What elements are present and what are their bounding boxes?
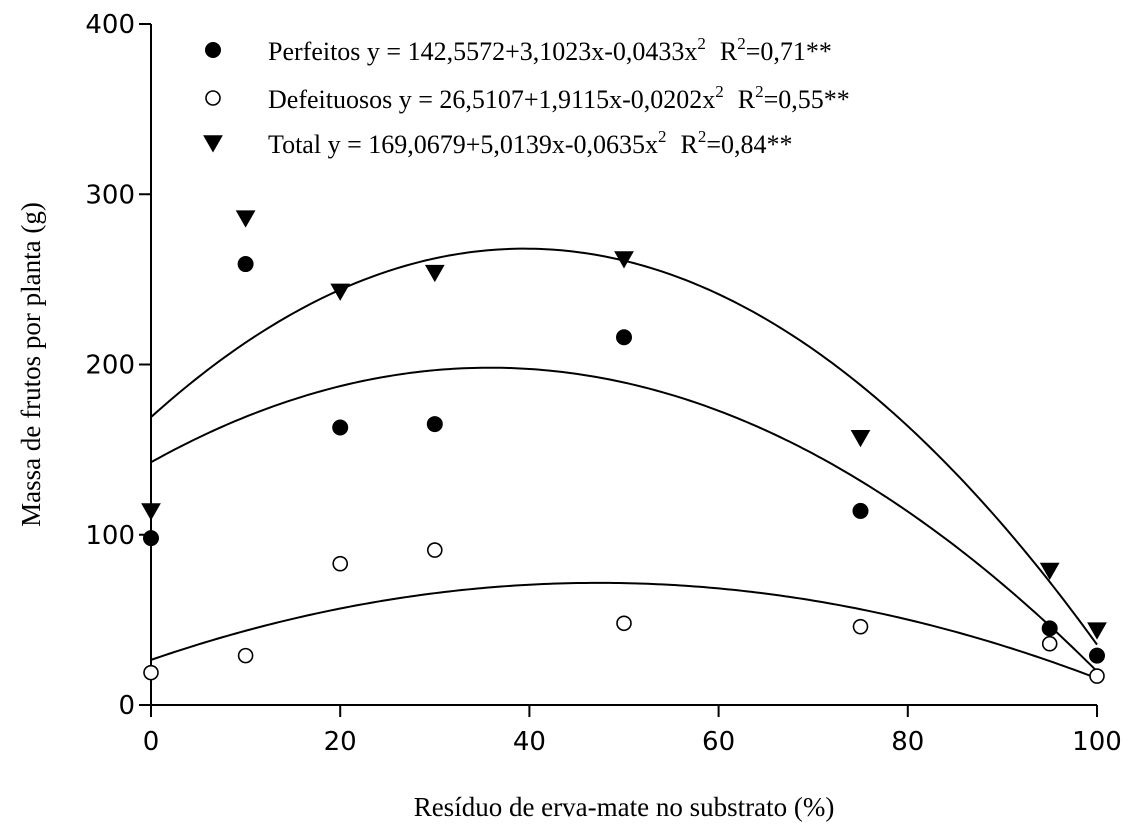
legend-r-squared: R xyxy=(738,85,756,114)
legend-series-name: Total xyxy=(268,130,328,159)
y-tick-label: 100 xyxy=(85,521,135,551)
legend-r-squared-value: =0,84** xyxy=(706,130,792,159)
legend-marker-perfeitos xyxy=(205,42,221,58)
data-point-perfeitos xyxy=(143,530,159,547)
legend-entry-perfeitos: Perfeitos y = 142,5572+3,1023x-0,0433x2 R… xyxy=(268,34,832,66)
data-point-total xyxy=(330,283,351,301)
legend-equation: y = 26,5107+1,9115x-0,0202x xyxy=(399,85,716,114)
legend-superscript: 2 xyxy=(698,127,707,146)
legend-series-name: Defeituosos xyxy=(268,85,399,114)
y-tick-label: 400 xyxy=(85,10,135,40)
legend-equation: y = 169,0679+5,0139x-0,0635x xyxy=(328,130,658,159)
legend-r-squared: R xyxy=(681,130,699,159)
legend-marker-defeituosos xyxy=(205,90,221,106)
legend-r-squared-value: =0,71** xyxy=(746,37,832,66)
legend-entry-defeituosos: Defeituosos y = 26,5107+1,9115x-0,0202x2… xyxy=(268,82,850,114)
y-ticks: 0 100 200 300 400 xyxy=(85,10,151,721)
x-ticks: 0 20 40 60 80 100 xyxy=(143,705,1122,757)
data-point-defeituosos xyxy=(332,555,349,572)
data-point-perfeitos xyxy=(426,416,443,433)
y-tick-label: 200 xyxy=(85,351,135,381)
data-point-total xyxy=(614,251,634,269)
x-tick-label: 100 xyxy=(1072,727,1122,757)
y-axis-title: Massa de frutos por planta (g) xyxy=(16,202,46,527)
data-point-defeituosos xyxy=(1041,635,1058,652)
legend-series-name: Perfeitos xyxy=(268,37,367,66)
x-tick-label: 20 xyxy=(324,727,357,757)
legend-superscript: 2 xyxy=(658,127,667,146)
legend-superscript: 2 xyxy=(715,82,724,101)
data-point-total xyxy=(1039,562,1060,581)
data-point-total xyxy=(141,503,161,521)
data-point-defeituosos xyxy=(1089,668,1105,684)
data-point-perfeitos xyxy=(1041,620,1058,637)
data-point-defeituosos xyxy=(426,542,443,558)
legend-equation: y = 142,5572+3,1023x-0,0433x xyxy=(367,37,697,66)
legend-superscript: 2 xyxy=(737,34,746,53)
data-point-defeituosos xyxy=(143,664,159,681)
data-point-perfeitos xyxy=(616,329,632,346)
data-point-defeituosos xyxy=(852,618,869,635)
legend-r-squared: R xyxy=(720,37,738,66)
y-tick-label: 0 xyxy=(118,691,135,721)
data-point-perfeitos xyxy=(852,502,869,519)
data-point-perfeitos xyxy=(1089,647,1105,664)
x-tick-label: 40 xyxy=(513,727,546,757)
data-point-total xyxy=(235,210,256,228)
data-points xyxy=(141,210,1107,684)
data-point-total xyxy=(850,430,871,448)
legend-marker-total xyxy=(203,135,223,153)
fit-curves xyxy=(150,247,1098,680)
data-point-perfeitos xyxy=(332,419,349,436)
data-point-total xyxy=(424,264,445,283)
data-point-defeituosos xyxy=(237,647,254,664)
data-point-perfeitos xyxy=(237,256,254,273)
fit-curve-perfeitos xyxy=(150,366,1098,673)
axes xyxy=(150,24,1097,706)
x-tick-label: 0 xyxy=(143,727,160,757)
legend-superscript: 2 xyxy=(697,34,706,53)
legend: Perfeitos y = 142,5572+3,1023x-0,0433x2 R… xyxy=(203,34,850,159)
x-tick-label: 80 xyxy=(891,727,924,757)
data-point-defeituosos xyxy=(616,615,632,632)
legend-r-squared-value: =0,55** xyxy=(764,85,850,114)
data-point-total xyxy=(1087,622,1107,640)
legend-entry-total: Total y = 169,0679+5,0139x-0,0635x2 R2=0,… xyxy=(268,127,793,159)
fit-curve-defeituosos xyxy=(150,581,1098,680)
fit-curve-total xyxy=(150,247,1098,646)
x-tick-label: 60 xyxy=(702,727,735,757)
y-tick-label: 300 xyxy=(85,180,135,210)
legend-superscript: 2 xyxy=(755,82,764,101)
x-axis-title: Resíduo de erva-mate no substrato (%) xyxy=(414,792,835,822)
